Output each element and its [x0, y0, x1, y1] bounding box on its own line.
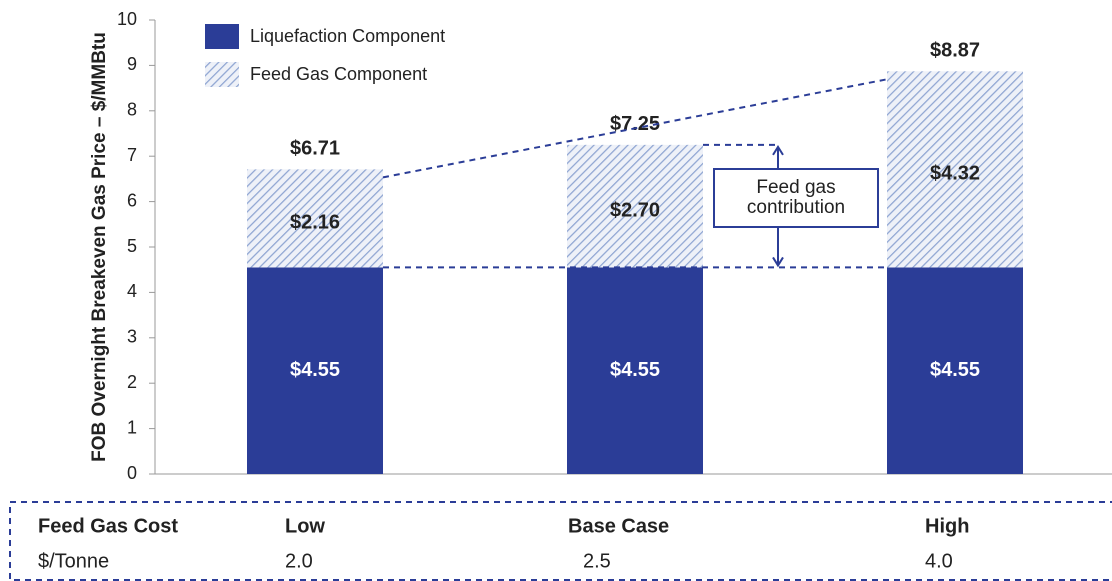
table-cost: 2.5 [583, 550, 611, 572]
total-label: $6.71 [290, 138, 340, 160]
legend-label: Liquefaction Component [250, 26, 445, 46]
y-axis-label: FOB Overnight Breakeven Gas Price – $/MM… [89, 32, 110, 462]
legend-swatch [205, 24, 239, 49]
legend-label: Feed Gas Component [250, 64, 427, 84]
bar-value-label: $2.70 [610, 199, 660, 221]
arrow-head [772, 256, 784, 268]
table-cost: 4.0 [925, 550, 953, 572]
category-label: Base Case [568, 515, 669, 537]
bar-value-label: $4.55 [930, 359, 980, 381]
y-tick-label: 5 [127, 236, 137, 256]
y-tick-label: 0 [127, 463, 137, 483]
y-tick-label: 9 [127, 54, 137, 74]
bar-segment [887, 267, 1023, 474]
y-tick-label: 1 [127, 417, 137, 437]
category-label: Low [285, 515, 325, 537]
total-trend-line [382, 78, 888, 179]
bar-segment [887, 71, 1023, 268]
bar-value-label: $4.32 [930, 163, 980, 185]
bar-value-label: $4.55 [610, 359, 660, 381]
table-unit: $/Tonne [38, 550, 109, 572]
y-tick-label: 10 [117, 9, 137, 29]
annotation: Feed gas contribution [713, 168, 879, 228]
total-label: $8.87 [930, 40, 980, 62]
bar-value-label: $2.16 [290, 212, 340, 234]
bar-value-label: $4.55 [290, 359, 340, 381]
bar-segment [247, 267, 383, 474]
table-box [9, 501, 1112, 581]
total-label: $7.25 [610, 113, 660, 135]
table-cost: 2.0 [285, 550, 313, 572]
y-tick-label: 7 [127, 145, 137, 165]
bar-segment [567, 267, 703, 474]
y-tick-label: 6 [127, 190, 137, 210]
bar-segment [247, 169, 383, 268]
y-tick-label: 8 [127, 100, 137, 120]
y-tick-label: 3 [127, 327, 137, 347]
arrow-head [772, 144, 784, 156]
table-header: Feed Gas Cost [38, 515, 178, 537]
y-tick-label: 4 [127, 281, 137, 301]
legend-swatch [205, 62, 239, 87]
category-label: High [925, 515, 969, 537]
bar-segment [567, 144, 703, 268]
y-tick-label: 2 [127, 372, 137, 392]
